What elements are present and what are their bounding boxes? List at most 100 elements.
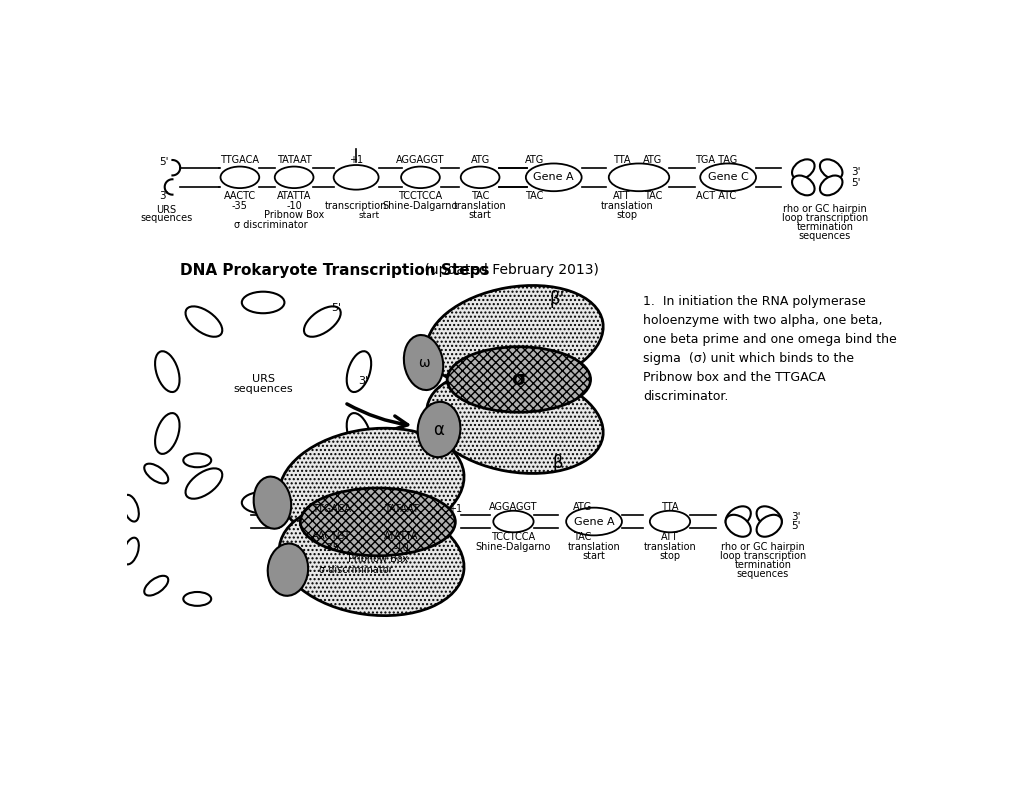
Ellipse shape <box>155 351 179 392</box>
Text: DNA Prokaryote Transcription Steps: DNA Prokaryote Transcription Steps <box>180 262 489 277</box>
Text: 5': 5' <box>851 178 860 188</box>
Ellipse shape <box>304 307 340 336</box>
Text: 3': 3' <box>851 166 860 177</box>
Text: TTGACA: TTGACA <box>312 504 351 514</box>
Ellipse shape <box>279 502 464 615</box>
Ellipse shape <box>417 402 460 457</box>
Text: TTA: TTA <box>660 502 678 512</box>
Text: (updated February 2013): (updated February 2013) <box>420 263 599 277</box>
Text: ATT: ATT <box>660 533 678 542</box>
Text: 5': 5' <box>791 521 800 531</box>
Text: Gene C: Gene C <box>707 173 748 182</box>
Text: rho or GC hairpin: rho or GC hairpin <box>783 203 866 214</box>
Ellipse shape <box>404 335 443 390</box>
Ellipse shape <box>426 370 602 474</box>
Ellipse shape <box>566 507 622 535</box>
Ellipse shape <box>300 488 454 556</box>
Ellipse shape <box>791 159 814 179</box>
Ellipse shape <box>725 515 750 537</box>
Text: ω: ω <box>418 355 429 370</box>
Ellipse shape <box>220 166 259 188</box>
Ellipse shape <box>242 292 284 314</box>
Text: α: α <box>433 421 444 438</box>
Text: termination: termination <box>796 222 853 232</box>
Text: ATG: ATG <box>573 502 591 512</box>
Text: -35: -35 <box>231 201 248 211</box>
Ellipse shape <box>608 163 668 191</box>
Text: Pribnow Box: Pribnow Box <box>264 210 324 221</box>
Text: start: start <box>582 551 605 561</box>
Text: β': β' <box>549 290 565 307</box>
Ellipse shape <box>756 515 781 537</box>
Text: σ: σ <box>511 370 526 389</box>
Text: TCCTCCA: TCCTCCA <box>398 191 442 201</box>
Text: +1: +1 <box>348 155 363 165</box>
Text: TGA TAG: TGA TAG <box>695 155 737 165</box>
Text: loop transcription: loop transcription <box>782 213 867 223</box>
Text: σ discriminator: σ discriminator <box>319 566 392 575</box>
Text: AGGAGGT: AGGAGGT <box>395 155 444 165</box>
Text: TCCTCCA: TCCTCCA <box>491 533 535 542</box>
Text: 1.  In initiation the RNA polymerase
holoenzyme with two alpha, one beta,
one be: 1. In initiation the RNA polymerase holo… <box>642 295 896 403</box>
Ellipse shape <box>756 507 781 528</box>
Ellipse shape <box>526 163 581 191</box>
Text: AGGAGGT: AGGAGGT <box>489 502 537 512</box>
Ellipse shape <box>699 163 755 191</box>
Text: translation: translation <box>568 541 620 552</box>
Ellipse shape <box>446 347 590 412</box>
Ellipse shape <box>185 468 222 499</box>
Text: translation: translation <box>643 541 696 552</box>
Text: ATATTA: ATATTA <box>383 531 418 541</box>
Ellipse shape <box>304 468 340 499</box>
Text: TAC: TAC <box>643 191 661 201</box>
Ellipse shape <box>155 413 179 454</box>
Text: AACTGT: AACTGT <box>312 531 351 541</box>
Ellipse shape <box>649 511 690 533</box>
Text: σ discriminator: σ discriminator <box>233 220 308 229</box>
Text: 5': 5' <box>331 303 341 313</box>
Ellipse shape <box>185 307 222 336</box>
Text: TTGACA: TTGACA <box>220 155 259 165</box>
Ellipse shape <box>819 159 842 179</box>
Text: AACTC: AACTC <box>223 191 256 201</box>
Text: β: β <box>551 454 562 472</box>
Ellipse shape <box>267 544 308 596</box>
Text: TAC: TAC <box>525 191 543 201</box>
Text: sequences: sequences <box>798 231 850 241</box>
Ellipse shape <box>791 176 814 195</box>
Text: ATG: ATG <box>470 155 489 165</box>
Text: TATAAT: TATAAT <box>383 504 418 514</box>
Ellipse shape <box>183 453 211 467</box>
Text: TATAAT: TATAAT <box>276 155 311 165</box>
Text: -10: -10 <box>392 543 409 553</box>
Text: -35: -35 <box>323 543 339 553</box>
Text: ACT ATC: ACT ATC <box>696 191 736 201</box>
Text: Pribnow Box: Pribnow Box <box>347 554 408 564</box>
Text: TAC: TAC <box>573 533 591 542</box>
Ellipse shape <box>254 477 290 529</box>
Ellipse shape <box>346 351 371 392</box>
Text: +1: +1 <box>447 504 462 514</box>
Text: 5': 5' <box>159 157 168 166</box>
Text: Shine-Dalgarno: Shine-Dalgarno <box>382 201 458 211</box>
Text: termination: termination <box>734 560 791 570</box>
Ellipse shape <box>123 495 139 522</box>
Text: ATG: ATG <box>524 155 543 165</box>
Text: transcription: transcription <box>325 201 387 211</box>
Text: loop transcription: loop transcription <box>719 551 805 561</box>
Ellipse shape <box>144 463 168 483</box>
Text: URS: URS <box>156 205 176 215</box>
Text: 3': 3' <box>358 376 368 386</box>
Text: ATATTA: ATATTA <box>277 191 311 201</box>
Ellipse shape <box>400 166 439 188</box>
Ellipse shape <box>279 428 464 541</box>
Text: stop: stop <box>616 210 637 221</box>
Text: sequences: sequences <box>736 569 789 579</box>
Text: rho or GC hairpin: rho or GC hairpin <box>720 541 804 552</box>
Text: translation: translation <box>453 201 506 211</box>
Text: sequences: sequences <box>140 213 193 223</box>
Text: ATG: ATG <box>643 155 662 165</box>
Text: translation: translation <box>600 201 653 211</box>
Ellipse shape <box>346 413 371 454</box>
Text: ATT: ATT <box>612 191 630 201</box>
